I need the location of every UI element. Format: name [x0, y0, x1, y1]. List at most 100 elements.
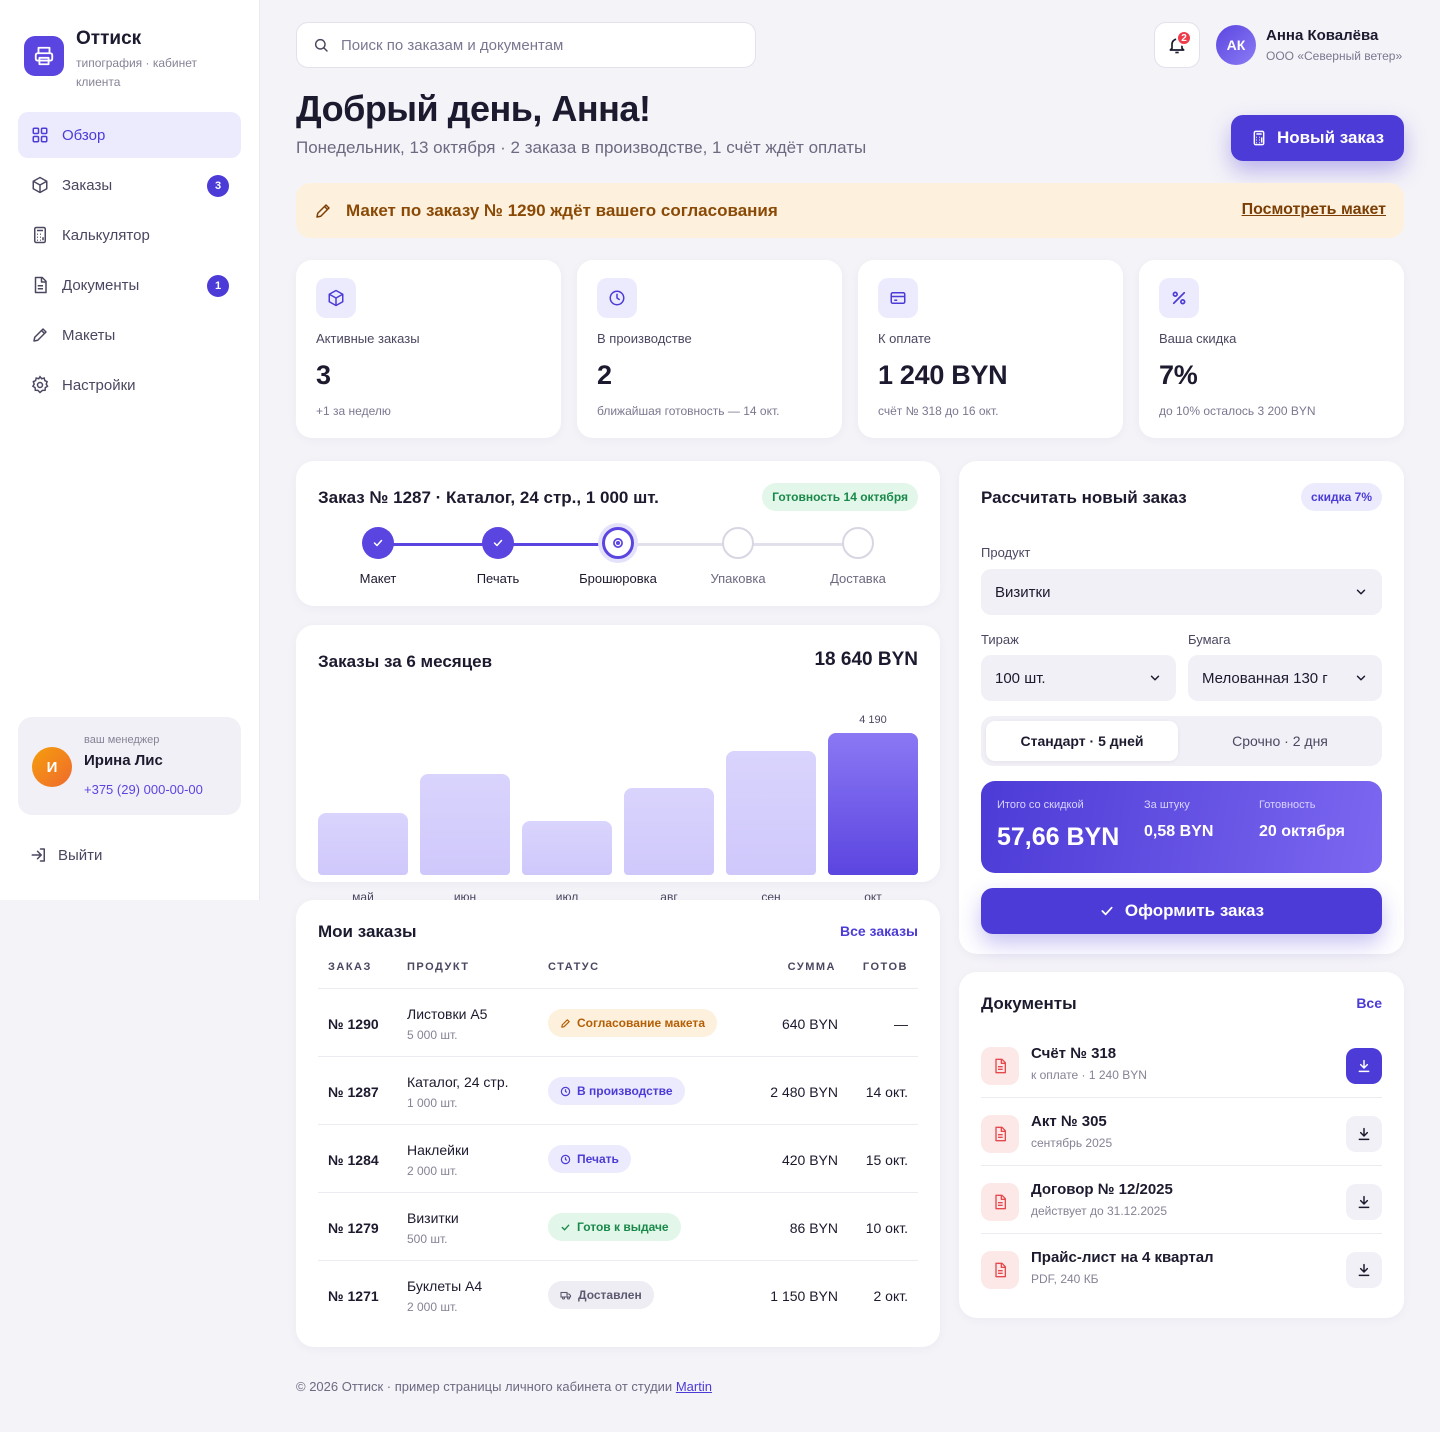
download-button[interactable]	[1346, 1116, 1382, 1152]
order-sum: 640 BYN	[781, 1016, 838, 1032]
new-order-button[interactable]: Новый заказ	[1231, 115, 1404, 161]
manager-avatar: И	[32, 747, 72, 787]
product-select[interactable]: Визитки	[981, 569, 1382, 615]
place-order-button[interactable]: Оформить заказ	[981, 888, 1382, 934]
document-title: Договор № 12/2025	[1031, 1181, 1173, 1198]
order-quantity: 2 000 шт.	[407, 1164, 458, 1178]
stat-card-to-pay: К оплате 1 240 BYN счёт № 318 до 16 окт.	[858, 260, 1123, 438]
table-row[interactable]: № 1279 Визитки 500 шт. Готов к выдаче 86 BYN…	[318, 1192, 918, 1260]
paper-select[interactable]: Мелованная 130 г	[1188, 655, 1382, 701]
clock-icon	[560, 1086, 571, 1097]
orders-count-badge: 3	[207, 175, 229, 197]
sidebar-item-label: Настройки	[62, 376, 136, 394]
sidebar-item-layouts[interactable]: Макеты	[18, 312, 241, 358]
layout-approval-alert: Макет по заказу № 1290 ждёт вашего согла…	[296, 183, 1404, 238]
document-item[interactable]: Прайс-лист на 4 квартал PDF, 240 КБ	[981, 1234, 1382, 1302]
table-row[interactable]: № 1271 Буклеты А4 2 000 шт. Доставлен 1 150 …	[318, 1260, 918, 1328]
download-button[interactable]	[1346, 1252, 1382, 1288]
table-row[interactable]: № 1287 Каталог, 24 стр. 1 000 шт. В произво…	[318, 1056, 918, 1124]
stat-card-active-orders: Активные заказы 3 +1 за неделю	[296, 260, 561, 438]
sidebar-item-label: Обзор	[62, 126, 106, 144]
manager-card: И ваш менеджер Ирина Лис +375 (29) 000-0…	[18, 717, 241, 815]
document-title: Прайс-лист на 4 квартал	[1031, 1249, 1214, 1266]
bar-0[interactable]	[318, 813, 408, 875]
search-input[interactable]	[341, 36, 721, 54]
order-quantity: 2 000 шт.	[407, 1300, 458, 1314]
bar-3[interactable]	[624, 788, 714, 875]
user-avatar[interactable]: АК	[1216, 25, 1256, 65]
chevron-down-icon	[1148, 671, 1162, 685]
all-documents-link[interactable]: Все	[1356, 995, 1382, 1011]
mode-urgent-button[interactable]: Срочно · 2 дня	[1232, 733, 1328, 749]
pdf-file-icon	[981, 1047, 1019, 1085]
all-orders-link[interactable]: Все заказы	[839, 923, 918, 939]
page-title: Добрый день, Анна!	[296, 88, 651, 129]
status-badge: Печать	[548, 1145, 631, 1173]
table-row[interactable]: № 1290 Листовки А5 5 000 шт. Согласование м…	[318, 988, 918, 1056]
check-icon	[482, 527, 514, 559]
stat-label: В производстве	[597, 331, 692, 346]
product-label: Продукт	[981, 545, 1031, 560]
download-icon	[1356, 1262, 1372, 1278]
order-sum: 1 150 BYN	[770, 1288, 838, 1304]
brand[interactable]: Оттиск типография · кабинет клиента	[24, 29, 206, 92]
step-delivery: Доставка	[798, 527, 918, 586]
step-binding: Брошюровка	[558, 527, 678, 586]
bar-4[interactable]	[726, 751, 816, 875]
download-button[interactable]	[1346, 1184, 1382, 1220]
pencil-icon	[560, 1018, 571, 1029]
bar-5[interactable]	[828, 733, 918, 875]
place-order-label: Оформить заказ	[1124, 901, 1265, 920]
quantity-select[interactable]: 100 шт.	[981, 655, 1176, 701]
order-progress-title: Заказ № 1287 · Каталог, 24 стр., 1 000 ш…	[318, 488, 659, 507]
user-organization: ООО «Северный ветер»	[1266, 49, 1403, 63]
logout-icon	[30, 846, 48, 864]
document-title: Счёт № 318	[1031, 1045, 1117, 1062]
sidebar-item-calculator[interactable]: Калькулятор	[18, 212, 241, 258]
manager-phone-link[interactable]: +375 (29) 000-00-00	[84, 782, 203, 797]
stat-card-in-production: В производстве 2 ближайшая готовность — …	[577, 260, 842, 438]
product-value: Визитки	[995, 583, 1051, 601]
table-row[interactable]: № 1284 Наклейки 2 000 шт. Печать 420 BYN 15 о…	[318, 1124, 918, 1192]
studio-link[interactable]: Martin	[675, 1379, 712, 1394]
status-text: В производстве	[577, 1084, 673, 1098]
user-name[interactable]: Анна Ковалёва	[1266, 27, 1379, 44]
mode-standard-button[interactable]: Стандарт · 5 дней	[986, 721, 1178, 761]
view-layout-link[interactable]: Посмотреть макет	[1241, 201, 1386, 218]
search-bar	[296, 22, 756, 68]
sidebar-nav: Обзор Заказы 3 Калькулятор Документы 1 М…	[18, 112, 241, 412]
notifications-button[interactable]: 2	[1154, 22, 1200, 68]
download-icon	[1356, 1194, 1372, 1210]
order-progress-card: Заказ № 1287 · Каталог, 24 стр., 1 000 ш…	[296, 461, 940, 606]
logout-button[interactable]: Выйти	[30, 846, 102, 864]
order-product: Наклейки	[407, 1142, 469, 1158]
printer-icon	[24, 36, 64, 76]
logout-label: Выйти	[58, 846, 103, 864]
sidebar-item-documents[interactable]: Документы 1	[18, 262, 241, 308]
chart-title: Заказы за 6 месяцев	[318, 652, 493, 671]
chevron-down-icon	[1354, 585, 1368, 599]
percent-icon	[1159, 278, 1199, 318]
order-product: Каталог, 24 стр.	[407, 1074, 509, 1090]
download-button[interactable]	[1346, 1048, 1382, 1084]
sidebar-item-orders[interactable]: Заказы 3	[18, 162, 241, 208]
document-item[interactable]: Счёт № 318 к оплате · 1 240 BYN	[981, 1030, 1382, 1098]
stat-card-discount: Ваша скидка 7% до 10% осталось 3 200 BYN	[1139, 260, 1404, 438]
unit-price-label: За штуку	[1144, 799, 1190, 811]
order-steps: Макет Печать Брошюровка Упаковка Доставк…	[318, 527, 918, 587]
notifications-badge: 2	[1176, 30, 1192, 46]
box-icon	[316, 278, 356, 318]
step-label: Брошюровка	[579, 571, 657, 586]
quantity-label: Тираж	[981, 632, 1019, 647]
manager-caption: ваш менеджер	[84, 734, 160, 746]
current-step-icon	[602, 527, 634, 559]
sidebar-item-label: Документы	[62, 276, 140, 294]
stat-label: Активные заказы	[316, 331, 420, 346]
bar-1[interactable]	[420, 774, 510, 875]
document-item[interactable]: Акт № 305 сентябрь 2025	[981, 1098, 1382, 1166]
sidebar-item-overview[interactable]: Обзор	[18, 112, 241, 158]
order-ready-date: —	[894, 1016, 908, 1032]
sidebar-item-settings[interactable]: Настройки	[18, 362, 241, 408]
document-item[interactable]: Договор № 12/2025 действует до 31.12.2025	[981, 1166, 1382, 1234]
bar-2[interactable]	[522, 821, 612, 875]
